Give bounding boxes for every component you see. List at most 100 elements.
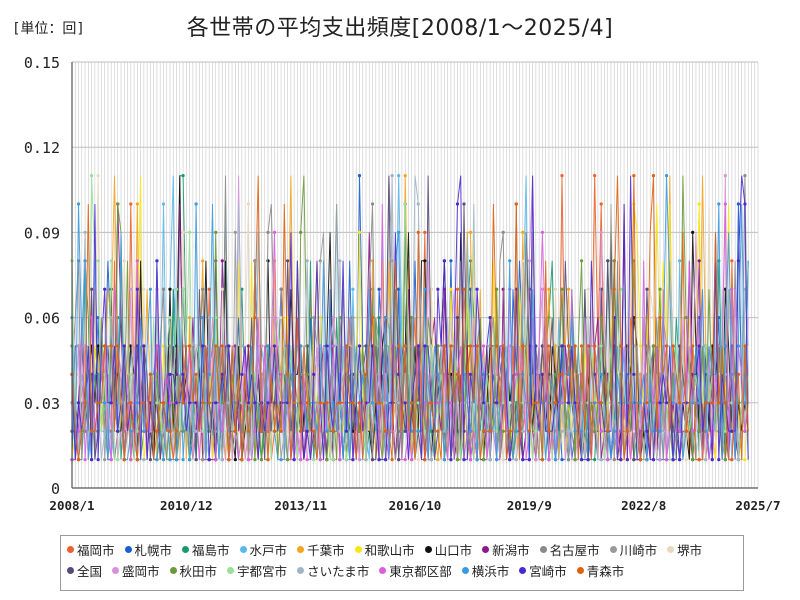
series-point [135, 458, 139, 462]
series-point [174, 401, 179, 405]
series-point [442, 458, 446, 462]
series-point [678, 401, 682, 405]
series-point [723, 344, 727, 348]
series-point [566, 401, 571, 405]
legend-label: 盛岡市 [122, 564, 160, 579]
series-point [214, 344, 218, 348]
series-point [606, 458, 610, 462]
series-point [482, 344, 486, 348]
series-point [638, 458, 643, 462]
series-point [266, 344, 270, 348]
series-point [312, 458, 316, 462]
series-point [423, 344, 427, 348]
series-point [423, 287, 427, 291]
series-point [691, 230, 695, 234]
series-point [521, 401, 525, 405]
unit-label: [単位：回] [12, 21, 85, 37]
series-point [547, 458, 551, 462]
series-point [586, 287, 590, 291]
series-point [76, 429, 81, 433]
series-point [645, 429, 649, 433]
series-point [429, 344, 433, 348]
series-point [181, 372, 185, 376]
series-point [553, 372, 558, 376]
series-point [599, 230, 603, 234]
series-point [573, 429, 577, 433]
series-point [442, 259, 446, 263]
series-point [90, 458, 94, 462]
series-point [272, 344, 277, 348]
series-point [553, 458, 558, 462]
series-point [397, 401, 401, 405]
series-point [521, 344, 525, 348]
series-point [377, 344, 381, 348]
series-point [560, 372, 564, 376]
series-point [410, 458, 414, 462]
legend-swatch-icon [539, 546, 547, 553]
y-tick-label: 0.09 [24, 224, 60, 242]
series-point [625, 429, 629, 433]
series-point [580, 401, 584, 405]
series-point [612, 287, 616, 291]
series-point [168, 458, 172, 462]
series-point [599, 372, 603, 376]
series-point [259, 429, 264, 433]
legend-swatch-icon [576, 567, 584, 574]
series-point [508, 458, 512, 462]
series-point [697, 429, 701, 433]
series-point [318, 458, 322, 462]
series-point [96, 458, 100, 462]
series-point [76, 344, 81, 348]
series-point [651, 344, 656, 348]
series-point [155, 344, 159, 348]
series-point [253, 316, 257, 320]
series-point [181, 174, 185, 178]
series-point [129, 401, 133, 405]
series-point [664, 401, 669, 405]
series-point [560, 458, 564, 462]
series-point [691, 458, 695, 462]
series-point [704, 344, 708, 348]
series-point [194, 202, 198, 206]
series-point [325, 344, 329, 348]
legend-item: 福岡市 [67, 540, 115, 559]
legend-item: 千葉市 [297, 540, 345, 559]
series-point [142, 401, 146, 405]
series-point [442, 344, 446, 348]
y-tick-labels: 0 0.03 0.06 0.09 0.12 0.15 [24, 54, 60, 498]
series-point [364, 458, 368, 462]
series-point [201, 344, 205, 348]
legend-label: 千葉市 [307, 543, 345, 558]
series-point [299, 458, 303, 462]
series-point [331, 458, 335, 462]
legend-label: 堺市 [677, 543, 703, 558]
series-point [364, 344, 368, 348]
x-tick-labels: 2008/1 2010/12 2013/11 2016/10 2019/9 2022/8 2… [49, 498, 780, 513]
series-point [377, 287, 381, 291]
series-point [586, 344, 590, 348]
series-point [593, 401, 597, 405]
series-point [233, 230, 237, 234]
series-point [455, 316, 460, 320]
series-point [586, 458, 590, 462]
x-tick-label: 2010/12 [160, 498, 213, 513]
series-point [253, 458, 257, 462]
series-point [710, 401, 714, 405]
series-point [286, 429, 290, 433]
series-point [279, 316, 283, 320]
series-point [436, 429, 440, 433]
series-point [560, 401, 564, 405]
series-point [730, 429, 734, 433]
series-point [495, 372, 499, 376]
series-point [540, 230, 545, 234]
legend-swatch-icon [354, 546, 362, 553]
series-point [743, 429, 747, 433]
series-point [540, 458, 545, 462]
series-point [625, 458, 629, 462]
series-point [573, 344, 577, 348]
series-point [246, 344, 250, 348]
series-point [664, 458, 669, 462]
series-point [560, 287, 564, 291]
legend-item: 盛岡市 [112, 561, 160, 580]
series-point [220, 429, 224, 433]
